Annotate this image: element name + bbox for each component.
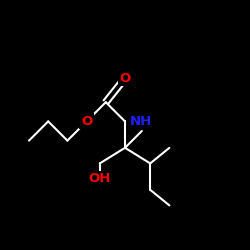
Text: O: O [81,115,92,128]
Text: O: O [120,72,130,85]
Text: NH: NH [130,115,152,128]
Text: OH: OH [88,172,111,186]
